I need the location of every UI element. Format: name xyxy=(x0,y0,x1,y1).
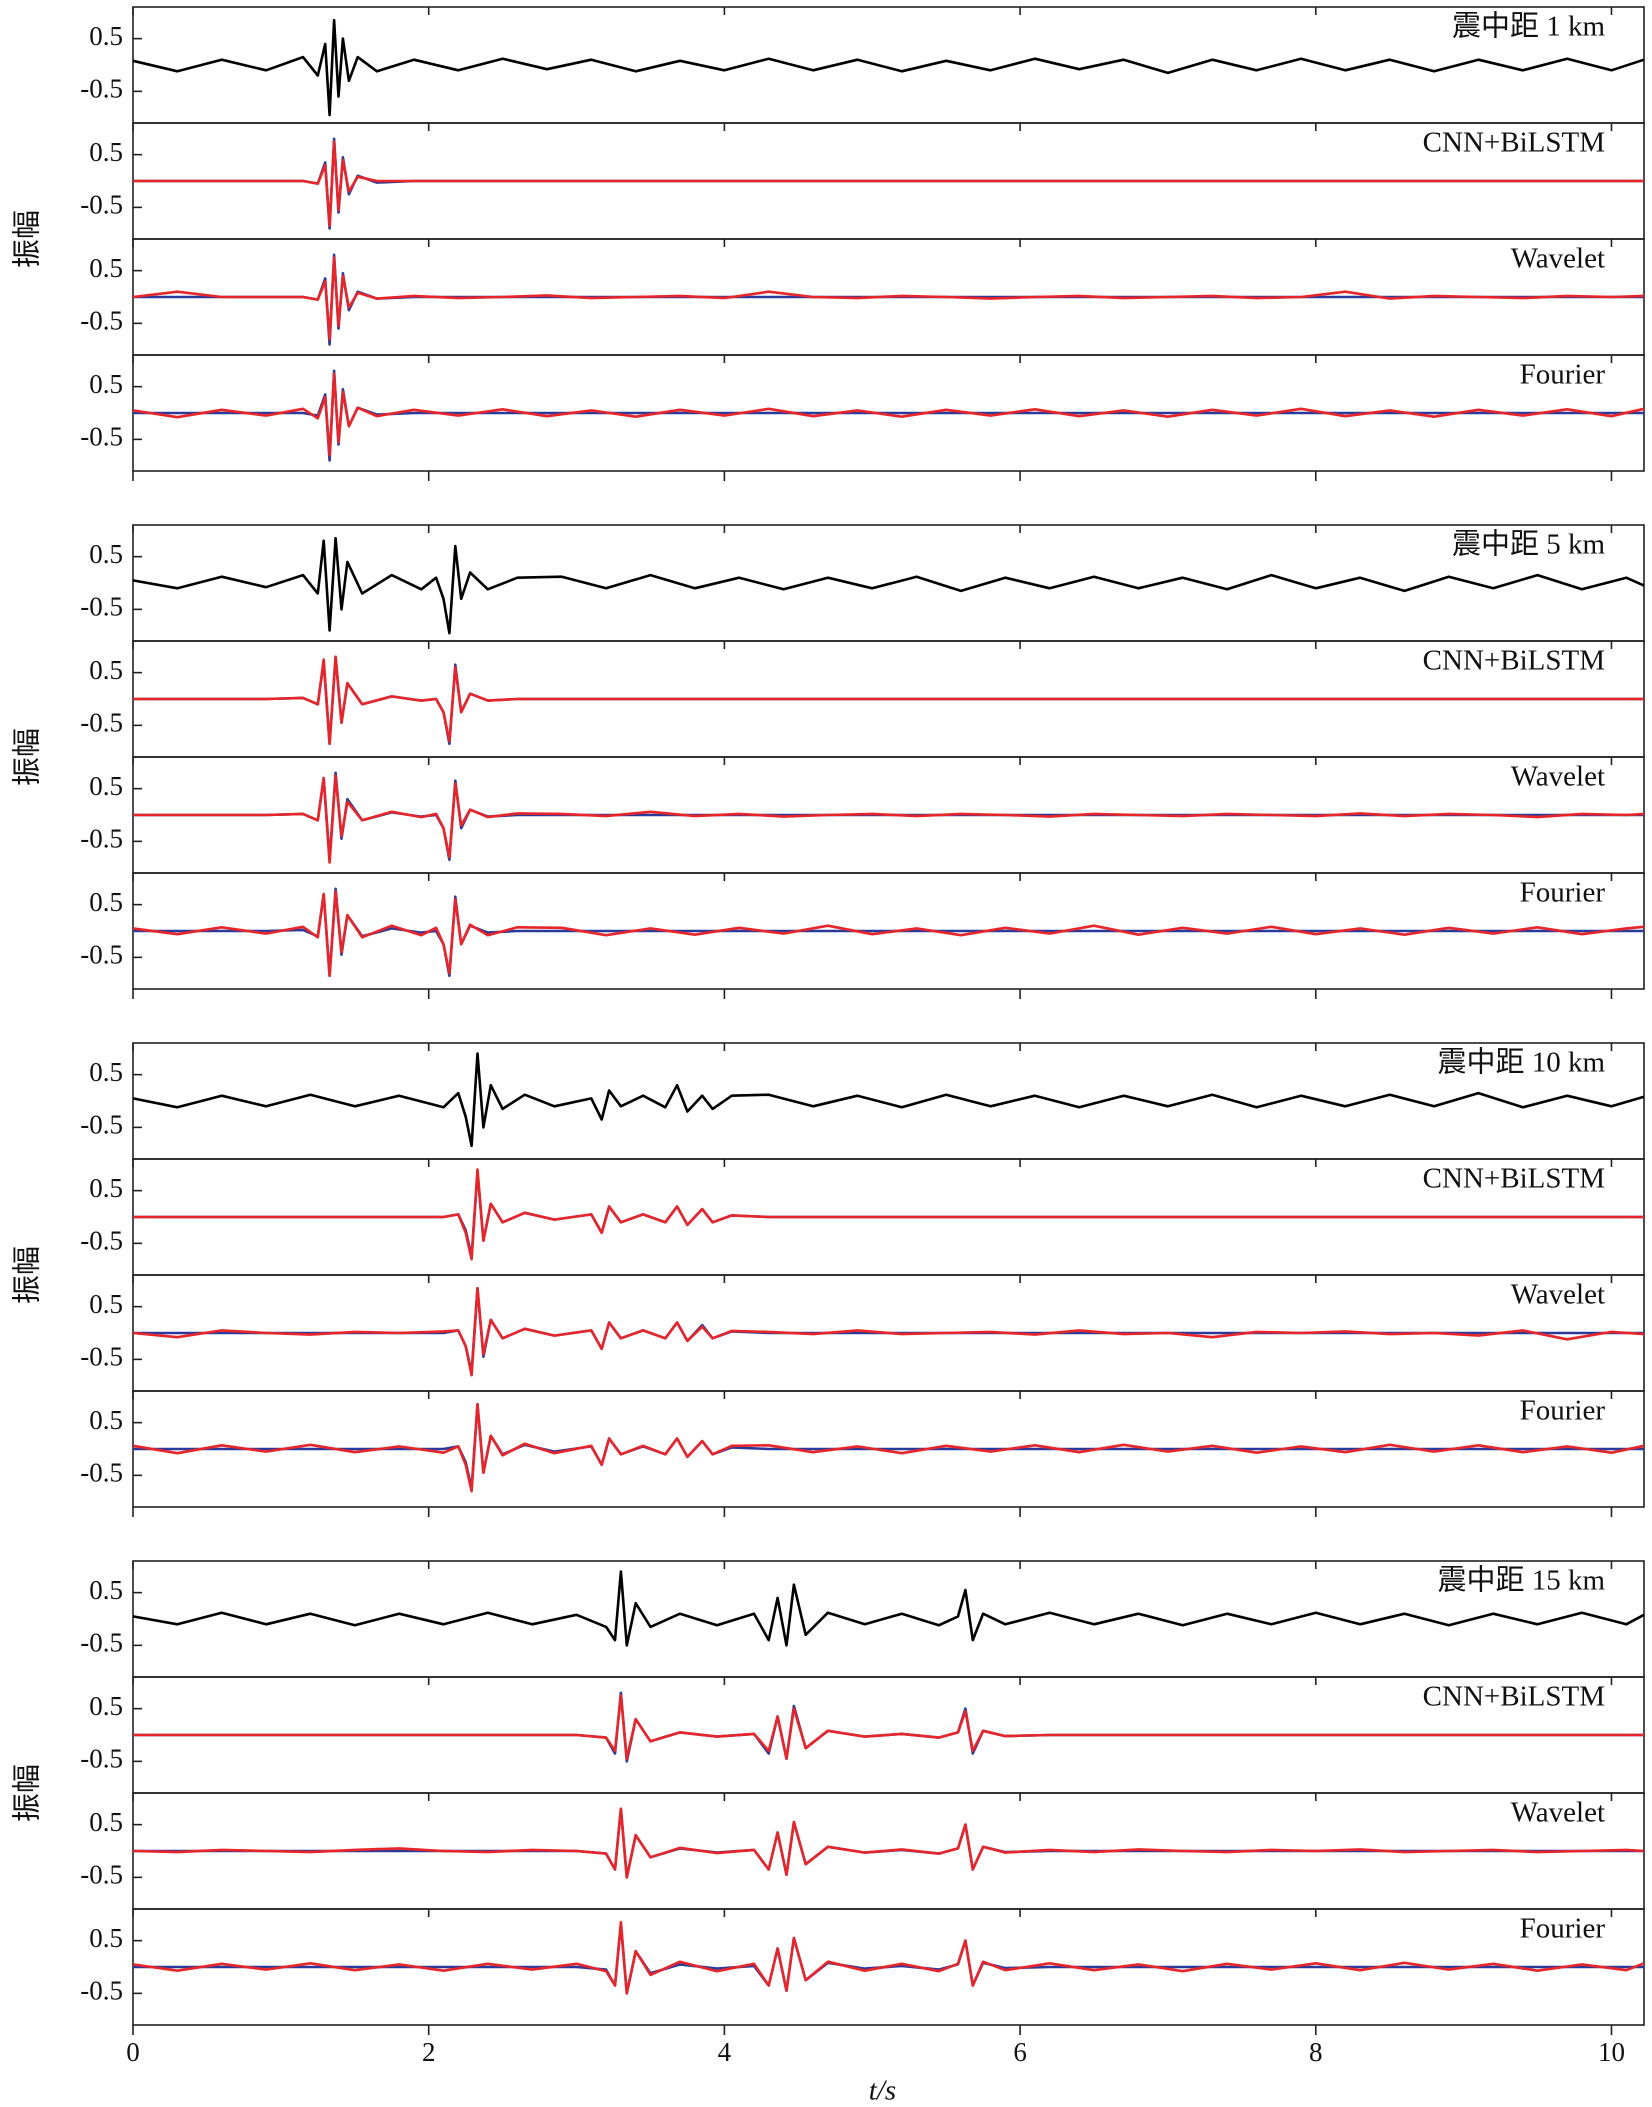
x-tick-label: 2 xyxy=(422,2037,436,2067)
y-tick-label: -0.5 xyxy=(80,190,123,220)
trace xyxy=(133,1691,1644,1763)
trace xyxy=(133,137,1644,230)
y-tick-label: 0.5 xyxy=(89,1057,123,1087)
y-tick-label: 0.5 xyxy=(89,539,123,569)
panel-frame xyxy=(132,1560,1645,1678)
trace xyxy=(133,369,1644,462)
trace xyxy=(132,1286,1645,1377)
panel-label: Fourier xyxy=(1520,1395,1606,1427)
y-tick-label: -0.5 xyxy=(80,1110,123,1140)
trace xyxy=(132,256,1645,341)
y-tick-label: 0.5 xyxy=(89,1289,123,1319)
trace xyxy=(133,774,1645,864)
trace xyxy=(132,890,1645,978)
panel-label: 震中距 5 km xyxy=(1452,528,1606,561)
y-tick-label: 0.5 xyxy=(89,1173,123,1203)
panel-label: CNN+BiLSTM xyxy=(1423,127,1605,159)
panel-label: Wavelet xyxy=(1511,243,1605,275)
y-tick-label: 0.5 xyxy=(89,137,123,167)
x-tick-label: 4 xyxy=(718,2037,732,2067)
y-tick-label: 0.5 xyxy=(89,1923,123,1953)
panel-label: 震中距 1 km xyxy=(1452,10,1606,43)
y-tick-label: -0.5 xyxy=(80,1226,123,1256)
trace xyxy=(132,1052,1645,1148)
trace xyxy=(133,655,1644,746)
panel-label: CNN+BiLSTM xyxy=(1423,1163,1605,1195)
y-tick-label: 0.5 xyxy=(89,369,123,399)
trace xyxy=(133,1170,1644,1258)
panel-label: 震中距 10 km xyxy=(1437,1046,1605,1079)
y-tick-label: -0.5 xyxy=(80,1342,123,1372)
trace xyxy=(132,1570,1645,1647)
y-tick-label: 0.5 xyxy=(89,1807,123,1837)
y-tick-label: -0.5 xyxy=(80,1744,123,1774)
x-tick-label: 10 xyxy=(1598,2037,1625,2067)
trace xyxy=(133,1807,1644,1879)
trace xyxy=(132,1920,1645,1995)
trace xyxy=(133,253,1644,346)
trace xyxy=(132,18,1645,117)
y-tick-label: -0.5 xyxy=(80,1458,123,1488)
trace xyxy=(133,1286,1644,1374)
trace xyxy=(132,1807,1645,1879)
panel-label: CNN+BiLSTM xyxy=(1423,1681,1605,1713)
y-tick-label: 0.5 xyxy=(89,21,123,51)
y-tick-label: 0.5 xyxy=(89,887,123,917)
trace xyxy=(133,1402,1644,1490)
panel-frame xyxy=(132,6,1645,124)
panel-label: 震中距 15 km xyxy=(1437,1564,1605,1597)
x-axis-label: t/s xyxy=(869,2075,896,2107)
panel-label: Fourier xyxy=(1520,1913,1606,1945)
x-tick-label: 6 xyxy=(1013,2037,1027,2067)
y-tick-label: 0.5 xyxy=(89,1691,123,1721)
y-tick-label: -0.5 xyxy=(80,422,123,452)
trace xyxy=(133,1168,1644,1261)
y-axis-label: 振幅 xyxy=(11,1764,44,1822)
trace xyxy=(133,1923,1644,1995)
y-tick-label: -0.5 xyxy=(80,940,123,970)
trace xyxy=(132,1402,1645,1493)
panel-label: Wavelet xyxy=(1511,1279,1605,1311)
panel-label: Fourier xyxy=(1520,359,1606,391)
panel-label: Wavelet xyxy=(1511,761,1605,793)
panel-label: CNN+BiLSTM xyxy=(1423,645,1605,677)
y-tick-label: -0.5 xyxy=(80,1628,123,1658)
y-axis-label: 振幅 xyxy=(11,728,44,786)
y-tick-label: -0.5 xyxy=(80,306,123,336)
panel-label: Fourier xyxy=(1520,877,1606,909)
y-tick-label: 0.5 xyxy=(89,655,123,685)
y-tick-label: 0.5 xyxy=(89,1405,123,1435)
y-axis-label: 振幅 xyxy=(11,210,44,268)
y-tick-label: -0.5 xyxy=(80,708,123,738)
x-tick-label: 0 xyxy=(126,2037,140,2067)
y-axis-label: 振幅 xyxy=(11,1246,44,1304)
y-tick-label: 0.5 xyxy=(89,253,123,283)
y-tick-label: -0.5 xyxy=(80,1976,123,2006)
y-tick-label: -0.5 xyxy=(80,592,123,622)
y-tick-label: -0.5 xyxy=(80,74,123,104)
y-tick-label: 0.5 xyxy=(89,771,123,801)
y-tick-label: -0.5 xyxy=(80,824,123,854)
panel-label: Wavelet xyxy=(1511,1797,1605,1829)
trace xyxy=(133,1694,1644,1760)
y-tick-label: 0.5 xyxy=(89,1575,123,1605)
trace xyxy=(132,536,1645,635)
y-tick-label: -0.5 xyxy=(80,1860,123,1890)
trace xyxy=(132,372,1645,457)
x-tick-label: 8 xyxy=(1309,2037,1323,2067)
trace xyxy=(133,140,1644,228)
